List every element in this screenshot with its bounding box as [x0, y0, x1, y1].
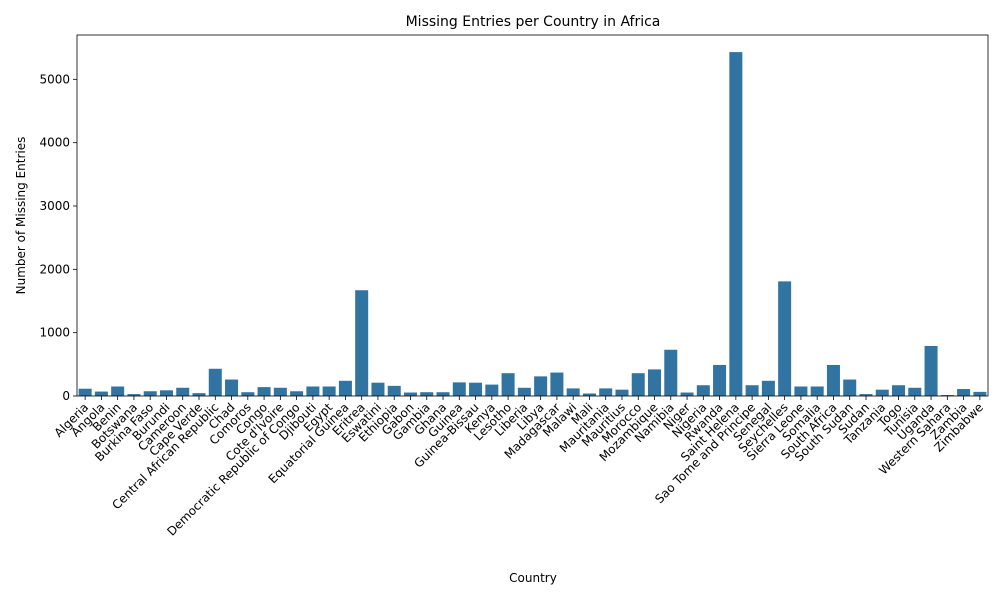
- bar-democratic-republic-of-congo: [290, 391, 304, 396]
- bar-morocco: [631, 373, 645, 396]
- y-tick-label: 4000: [39, 136, 70, 150]
- bar-south-sudan: [843, 379, 857, 396]
- bar-egypt: [322, 386, 336, 396]
- bar-eswatini: [371, 382, 385, 396]
- bar-guinea: [452, 382, 466, 396]
- y-axis-ticks: 0 1000 2000 3000 4000 5000: [39, 72, 77, 403]
- bar-chad: [225, 379, 239, 396]
- y-tick-label: 1000: [39, 326, 70, 340]
- bar-cote-d-ivoire: [273, 387, 287, 396]
- bar-sierra-leone: [794, 386, 808, 396]
- bar-tanzania: [875, 389, 889, 396]
- y-tick-label: 2000: [39, 262, 70, 276]
- bar-somalia: [810, 386, 824, 396]
- bar-ethiopia: [387, 385, 401, 396]
- bar-mali: [582, 393, 596, 396]
- bar-algeria: [78, 388, 92, 396]
- bar-malawi: [566, 388, 580, 396]
- bar-kenya: [485, 384, 499, 396]
- bars-group: [78, 52, 987, 396]
- bar-central-african-republic: [208, 368, 222, 396]
- plot-frame: [76, 34, 989, 397]
- bar-liberia: [517, 387, 531, 396]
- bar-uganda: [924, 345, 938, 396]
- bar-comoros: [241, 392, 255, 396]
- chart-title: Missing Entries per Country in Africa: [406, 14, 661, 30]
- bar-mauritius: [615, 389, 629, 396]
- bar-ghana: [436, 392, 450, 396]
- bar-togo: [892, 385, 906, 396]
- bar-seychelles: [778, 281, 792, 396]
- bar-namibia: [664, 349, 678, 396]
- bar-zambia: [957, 389, 971, 396]
- bar-djibouti: [306, 386, 320, 396]
- bar-niger: [680, 392, 694, 396]
- bar-sudan: [859, 394, 873, 396]
- bar-zimbabwe: [973, 391, 987, 396]
- bar-tunisia: [908, 387, 922, 396]
- bar-botswana: [127, 394, 141, 396]
- bar-lesotho: [501, 373, 515, 396]
- bar-sao-tome-and-principe: [745, 385, 759, 396]
- bar-gabon: [403, 392, 417, 396]
- bar-south-africa: [826, 364, 840, 396]
- x-axis-label: Country: [509, 571, 557, 585]
- bar-angola: [94, 391, 108, 396]
- bar-congo: [257, 387, 271, 396]
- y-tick-label: 5000: [39, 72, 70, 86]
- bar-nigeria: [696, 385, 710, 396]
- bar-madagascar: [550, 372, 564, 396]
- bar-cape-verde: [192, 393, 206, 396]
- y-tick-label: 3000: [39, 199, 70, 213]
- bar-burundi: [159, 390, 173, 396]
- bar-equatorial-guinea: [338, 380, 352, 396]
- bar-mauritania: [599, 388, 613, 396]
- bar-gambia: [420, 392, 434, 396]
- bar-eritrea: [355, 290, 369, 396]
- bar-burkina-faso: [143, 391, 157, 396]
- bar-guinea-bissau: [469, 382, 483, 396]
- bar-saint-helena: [729, 52, 743, 396]
- bar-benin: [111, 386, 125, 396]
- bar-mozambique: [648, 369, 662, 396]
- bar-senegal: [761, 380, 775, 396]
- bar-cameroon: [176, 387, 190, 396]
- bar-rwanda: [713, 364, 727, 396]
- y-tick-label: 0: [62, 389, 70, 403]
- bar-western-sahara: [940, 395, 954, 396]
- y-axis-label: Number of Missing Entries: [14, 137, 28, 295]
- bar-libya: [534, 376, 548, 396]
